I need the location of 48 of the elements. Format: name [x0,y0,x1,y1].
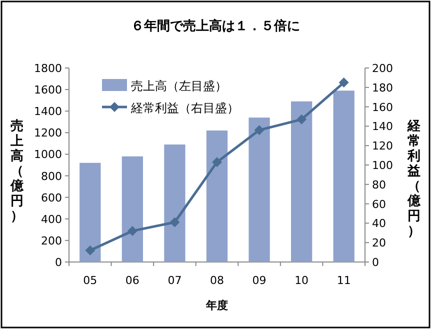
y2-tick-label: 100 [372,159,393,172]
point [338,78,349,88]
x-tick-label: 08 [210,274,224,287]
y2-tick-label: 120 [372,140,393,153]
bar [248,118,270,262]
point [127,226,138,236]
y2-tick-label: 40 [372,217,386,230]
y2-tick-label: 80 [372,178,386,192]
point [170,217,180,228]
point [212,157,222,168]
bar [206,130,228,262]
bar [164,144,186,262]
y-tick-label: 800 [41,170,62,183]
y2-axis-title: 経常利益（億円） [406,119,422,239]
y-tick-label: 400 [41,212,62,226]
bar [291,101,312,262]
x-tick-label: 11 [336,274,351,287]
y-tick-label: 1000 [34,148,62,162]
y2-tick-label: 20 [372,236,386,250]
y2-tick-label: 200 [372,62,393,75]
y2-tick-label: 0 [372,256,379,269]
point [296,114,307,124]
bar [80,162,101,262]
x-tick-label: 10 [294,274,309,287]
y2-tick-label: 160 [372,100,393,114]
y-tick-label: 1200 [34,126,62,140]
y2-tick-label: 60 [372,198,386,211]
chart-title: ６年間で売上高は１．５倍に [131,18,300,34]
x-tick-label: 05 [83,274,98,287]
point [85,245,96,256]
legend-label: 経常利益（右目盛） [130,101,239,115]
y-tick-label: 1600 [34,84,62,97]
x-tick-label: 09 [252,274,266,287]
y2-tick-label: 180 [372,81,393,94]
point [254,125,264,136]
bar [333,90,354,262]
x-tick-label: 07 [168,274,182,287]
y2-tick-label: 140 [372,120,393,134]
bar [122,156,143,262]
y-axis-title: 売上高（億円） [10,119,24,224]
y-tick-label: 1400 [34,105,62,118]
legend-label: 売上高（左目盛） [131,79,227,93]
y-tick-label: 200 [41,234,62,248]
x-tick-label: 06 [125,274,140,287]
y-tick-label: 1800 [34,62,62,75]
x-axis-title: 年度 [205,299,228,312]
y-tick-label: 0 [55,256,62,269]
y-tick-label: 600 [41,191,62,204]
